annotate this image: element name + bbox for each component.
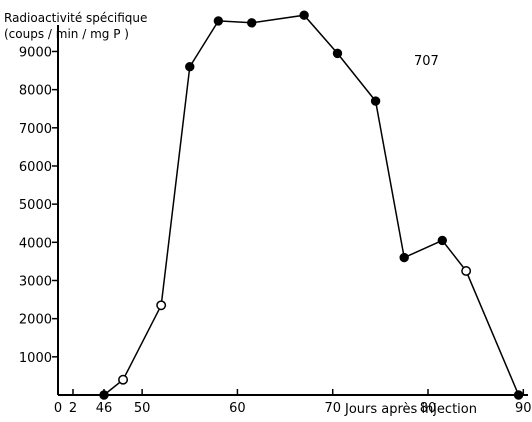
data-point bbox=[370, 96, 381, 106]
data-point bbox=[247, 18, 257, 28]
x-tick-label: 90 bbox=[515, 401, 532, 416]
y-tick-label: 3000 bbox=[19, 274, 52, 289]
series-line bbox=[103, 14, 520, 396]
data-point bbox=[99, 390, 109, 400]
y-tick-label: 5000 bbox=[19, 198, 52, 213]
x-tick-label: 50 bbox=[134, 401, 151, 416]
data-point bbox=[461, 265, 472, 276]
data-point bbox=[437, 235, 448, 246]
data-point bbox=[299, 10, 309, 20]
data-point bbox=[156, 300, 167, 311]
y-tick-label: 6000 bbox=[19, 160, 52, 175]
y-tick-label: 9000 bbox=[19, 45, 52, 60]
data-point bbox=[213, 16, 224, 26]
x-tick-label: 0 bbox=[54, 401, 62, 416]
y-tick-label: 2000 bbox=[19, 313, 52, 328]
y-axis-label-line2: (coups / min / mg P ) bbox=[4, 27, 129, 41]
data-point bbox=[513, 390, 524, 400]
x-axis-label: Jours après injection bbox=[344, 402, 477, 417]
x-tick-label: 80 bbox=[420, 401, 437, 416]
data-point bbox=[118, 374, 129, 385]
data-point bbox=[185, 62, 195, 72]
y-tick-label: 7000 bbox=[19, 122, 52, 137]
series-annotation-707: 707 bbox=[414, 54, 439, 69]
y-tick-label: 4000 bbox=[19, 236, 52, 251]
x-tick-label: 60 bbox=[229, 401, 246, 416]
data-point bbox=[399, 252, 409, 263]
x-tick-label: 2 bbox=[69, 401, 77, 416]
y-tick-label: 1000 bbox=[19, 351, 52, 366]
y-tick-label: 8000 bbox=[19, 84, 52, 99]
y-axis-label-line1: Radioactivité spécifique bbox=[4, 11, 147, 25]
x-tick-label: 70 bbox=[324, 401, 341, 416]
data-point bbox=[332, 48, 343, 59]
x-tick-label: 46 bbox=[96, 401, 113, 416]
